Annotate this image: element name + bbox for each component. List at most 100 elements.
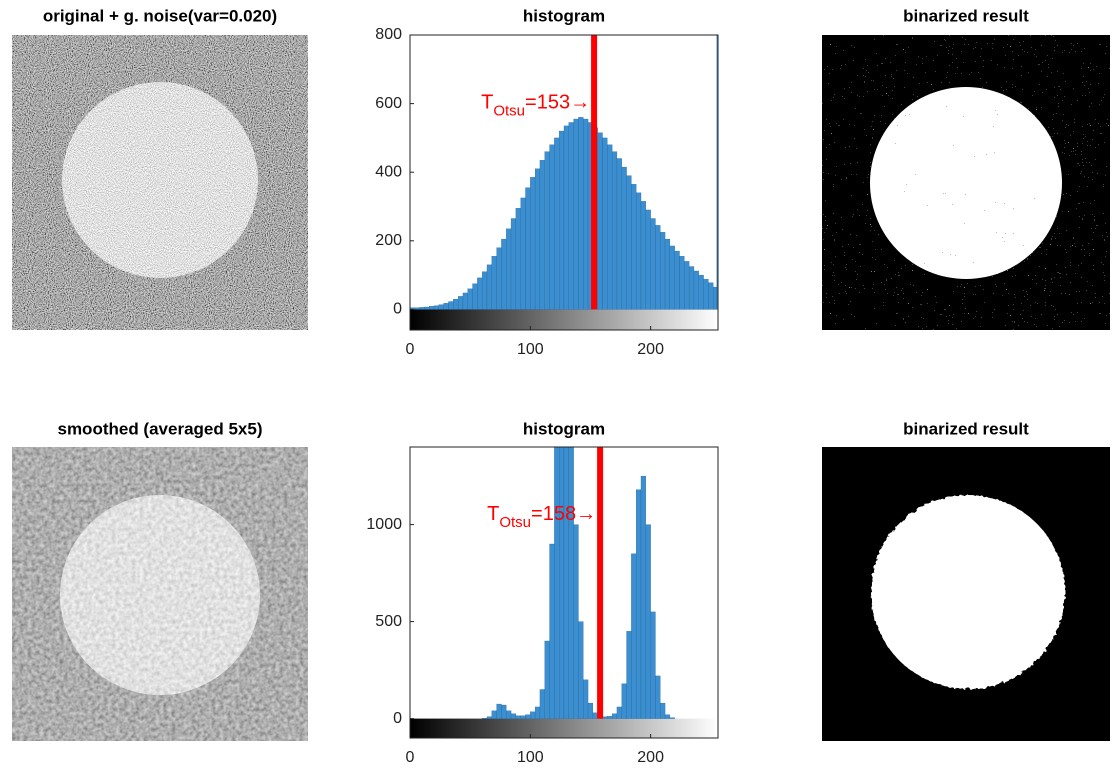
chart-title: histogram — [523, 419, 605, 438]
bar — [506, 711, 511, 719]
bar — [583, 680, 588, 719]
bar — [545, 641, 550, 719]
bar — [583, 119, 588, 309]
bar — [622, 167, 627, 309]
x-tick-label: 100 — [517, 341, 544, 358]
bar — [612, 714, 617, 719]
bar — [535, 707, 540, 719]
bar — [617, 158, 622, 309]
bar — [636, 193, 641, 310]
bar — [660, 703, 665, 719]
bar — [511, 219, 516, 310]
bar — [550, 544, 555, 719]
bar — [501, 705, 506, 719]
bar — [627, 176, 632, 310]
bar — [559, 131, 564, 309]
bar — [526, 715, 531, 719]
bar — [670, 246, 675, 309]
x-tick-label: 0 — [406, 341, 415, 358]
bar — [506, 229, 511, 310]
bar — [487, 717, 492, 719]
y-tick-label: 200 — [375, 232, 402, 249]
bar — [622, 684, 627, 719]
bar — [535, 169, 540, 310]
label-part: T — [487, 503, 499, 525]
bar — [655, 676, 660, 719]
bar — [598, 133, 603, 310]
bar — [554, 447, 559, 719]
bar — [487, 265, 492, 310]
y-tick-label: 400 — [375, 163, 402, 180]
y-tick-label: 500 — [375, 613, 402, 630]
bar — [482, 272, 487, 310]
bar — [545, 152, 550, 310]
bar — [458, 296, 463, 309]
colorbar — [410, 309, 718, 330]
bar — [651, 219, 656, 310]
image-title: binarized result — [903, 6, 1029, 25]
bar — [578, 117, 583, 309]
colorbar — [410, 719, 718, 738]
y-tick-label: 0 — [393, 710, 402, 727]
bar — [497, 704, 502, 719]
y-tick-label: 800 — [375, 26, 402, 43]
bar — [569, 428, 574, 719]
bar — [434, 306, 439, 310]
threshold-label: TOtsu=153→ — [481, 92, 590, 120]
bar — [540, 160, 545, 309]
bar — [550, 145, 555, 310]
label-sub: Otsu — [499, 514, 531, 531]
bar — [651, 612, 656, 719]
label-part: T — [481, 92, 493, 114]
bar — [501, 239, 506, 309]
bar — [540, 690, 545, 719]
bar — [530, 712, 535, 719]
bar — [526, 188, 531, 310]
bar — [588, 703, 593, 719]
bar — [449, 302, 454, 310]
chart-title: histogram — [523, 6, 605, 25]
bar — [521, 198, 526, 309]
bar — [665, 239, 670, 309]
bar — [665, 715, 670, 719]
bar — [453, 299, 458, 309]
binarized-image — [822, 35, 1110, 330]
threshold-label: TOtsu=158→ — [487, 503, 596, 531]
bar — [554, 138, 559, 310]
bar — [593, 713, 598, 719]
bar — [689, 267, 694, 310]
bar — [631, 554, 636, 719]
bars — [410, 35, 718, 309]
bar — [492, 711, 497, 719]
bar — [468, 289, 473, 310]
bar — [660, 232, 665, 309]
bar — [511, 714, 516, 719]
image-title: smoothed (averaged 5x5) — [57, 419, 262, 438]
figure: original + g. noise(var=0.020) binarized… — [0, 0, 1113, 771]
bar — [521, 716, 526, 719]
noisy-image — [12, 35, 308, 330]
x-tick-label: 200 — [637, 341, 664, 358]
bar — [516, 716, 521, 719]
label-sub: Otsu — [493, 103, 525, 120]
smoothed-image — [12, 447, 308, 741]
bar — [684, 261, 689, 309]
bar — [603, 717, 608, 719]
bar — [699, 275, 704, 309]
bar — [646, 525, 651, 719]
bar — [492, 256, 497, 309]
bar — [477, 278, 482, 310]
bar — [646, 210, 651, 309]
bar — [564, 126, 569, 310]
bar — [516, 208, 521, 309]
bar — [463, 293, 468, 309]
bar — [636, 490, 641, 719]
bar — [607, 716, 612, 718]
image-title: original + g. noise(var=0.020) — [43, 6, 277, 25]
label-part: =158→ — [531, 503, 596, 525]
bar — [708, 283, 713, 310]
bar — [675, 251, 680, 309]
bar — [429, 306, 434, 309]
bar — [530, 177, 535, 309]
